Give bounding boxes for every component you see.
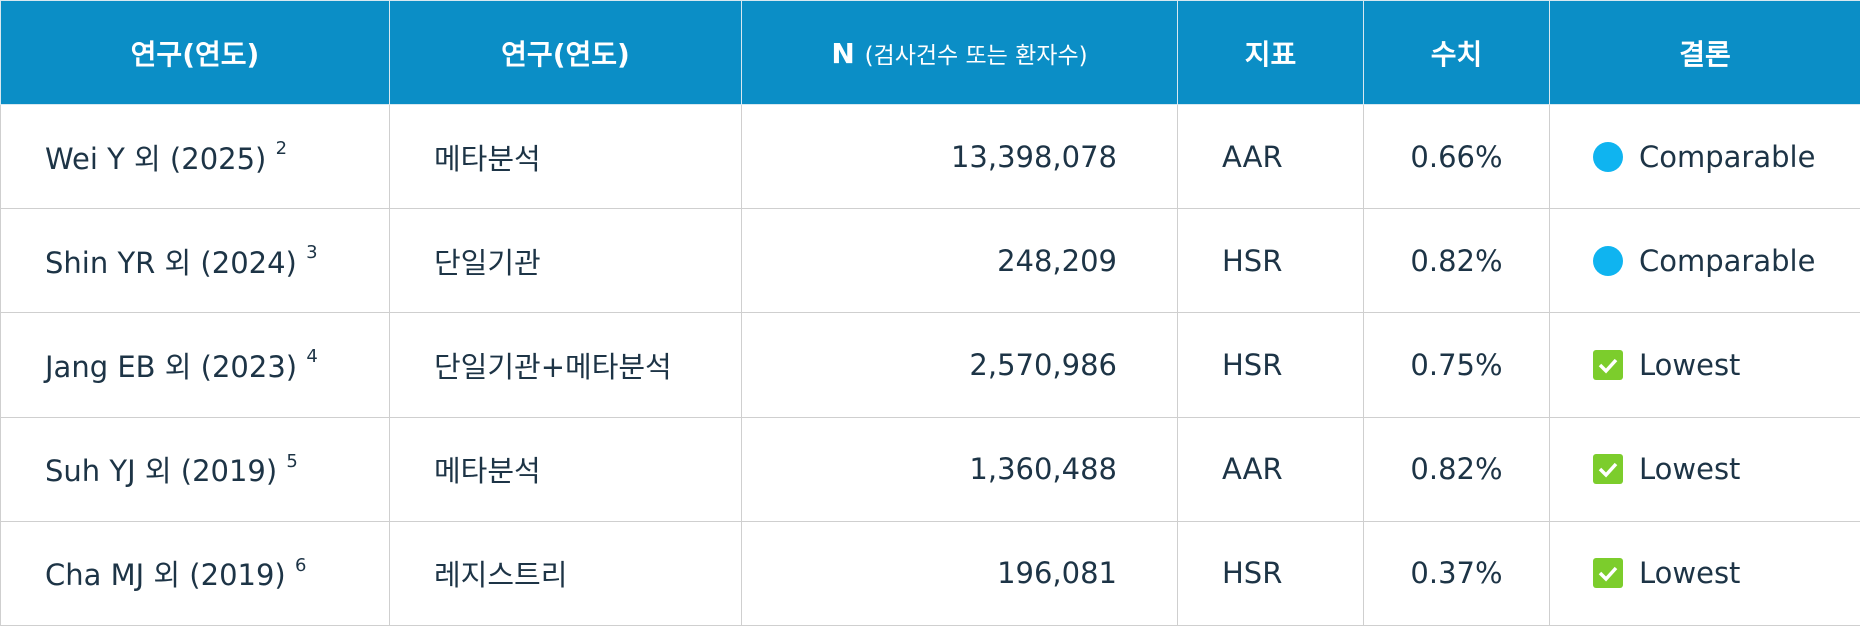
design: 단일기관 (434, 245, 541, 280)
rate: 0.37% (1410, 556, 1503, 591)
result-cell: Comparable (1549, 103, 1860, 210)
result-icon (1593, 245, 1623, 276)
n-value: 2,570,986 (969, 347, 1117, 382)
header-text: 수치 (1430, 37, 1483, 71)
reference: 6 (294, 554, 307, 576)
design-cell: 레지스트리 (389, 520, 742, 626)
n-cell: 196,081 (741, 520, 1178, 626)
study-cell: Suh YJ 외 (2019) 5 (0, 416, 390, 522)
study-cell: Shin YR 외 (2024) 3 (0, 208, 390, 314)
metric-cell: HSR (1177, 312, 1364, 418)
header-text: 연구(연도) (501, 37, 630, 71)
n-cell: 248,209 (741, 208, 1178, 314)
result-cell: Comparable (1549, 208, 1860, 314)
rate-cell: 0.37% (1363, 520, 1550, 626)
result-icon (1593, 141, 1623, 172)
n-cell: 1,360,488 (741, 416, 1178, 522)
result-text: Comparable (1639, 243, 1816, 278)
design-cell: 메타분석 (389, 103, 742, 210)
metric: HSR (1222, 243, 1283, 278)
rate: 0.75% (1410, 347, 1503, 382)
design: 레지스트리 (434, 558, 568, 593)
n-cell: 13,398,078 (741, 103, 1178, 210)
n-value: 13,398,078 (950, 139, 1117, 174)
result: Lowest (1551, 452, 1859, 486)
header-text: 지표 (1244, 37, 1297, 71)
study-name: Jang EB 외 (2023) (45, 349, 298, 384)
reference: 4 (306, 346, 318, 368)
study-name: Suh YJ 외 (2019) (45, 454, 278, 489)
rate: 0.82% (1410, 452, 1503, 487)
rate-cell: 0.75% (1363, 312, 1550, 418)
table-row: Jang EB 외 (2023) 4 단일기관+메타분석 2,570,986 HSR 0… (0, 312, 1860, 418)
table-body: Wei Y 외 (2025) 2 메타분석 13,398,078 AAR 0.66% Co… (0, 103, 1860, 626)
result-text: Lowest (1639, 556, 1741, 591)
study-name: Cha MJ 외 (2019) (45, 558, 286, 593)
header-cell: 연구(연도) (0, 0, 390, 105)
result: Lowest (1551, 348, 1859, 382)
metric: AAR (1222, 452, 1283, 487)
metric-cell: HSR (1177, 208, 1364, 314)
result-icon (1593, 349, 1623, 380)
result-text: Comparable (1639, 139, 1816, 174)
result-cell: Lowest (1549, 520, 1860, 626)
study-cell: Cha MJ 외 (2019) 6 (0, 520, 390, 626)
table-row: Shin YR 외 (2024) 3 단일기관 248,209 HSR 0.82% Com… (0, 208, 1860, 314)
design-cell: 단일기관 (389, 208, 742, 314)
header-text: 연구(연도) (130, 37, 260, 71)
design: 단일기관+메타분석 (434, 349, 672, 384)
design-cell: 메타분석 (389, 416, 742, 522)
table-row: Wei Y 외 (2025) 2 메타분석 13,398,078 AAR 0.66% Co… (0, 103, 1860, 210)
study-name: Shin YR 외 (2024) (45, 245, 297, 280)
result: Comparable (1551, 140, 1859, 174)
rate-cell: 0.82% (1363, 208, 1550, 314)
table-row: Suh YJ 외 (2019) 5 메타분석 1,360,488 AAR 0.82% Lo… (0, 416, 1860, 522)
n-cell: 2,570,986 (741, 312, 1178, 418)
n-value: 196,081 (997, 556, 1117, 591)
reference: 3 (306, 242, 318, 264)
header-cell: 지표 (1177, 0, 1364, 105)
rate-cell: 0.66% (1363, 103, 1550, 210)
rate-cell: 0.82% (1363, 416, 1550, 522)
metric-cell: AAR (1177, 103, 1364, 210)
study-name: Wei Y 외 (2025) (45, 141, 267, 176)
rate: 0.66% (1410, 139, 1503, 174)
header-row: 연구(연도) 연구(연도) N (검사건수 또는 환자수) 지표 수치 결론 (0, 0, 1860, 105)
result-text: Lowest (1639, 452, 1741, 487)
metric: HSR (1222, 347, 1283, 382)
header-cell: 결론 (1549, 0, 1860, 105)
reference: 5 (286, 450, 298, 472)
rate: 0.82% (1410, 243, 1503, 278)
header-sub: (검사건수 또는 환자수) (864, 42, 1088, 69)
metric-cell: HSR (1177, 520, 1364, 626)
design: 메타분석 (434, 454, 541, 489)
design: 메타분석 (434, 141, 541, 176)
study-cell: Jang EB 외 (2023) 4 (0, 312, 390, 418)
header-cell: 연구(연도) (389, 0, 742, 105)
n-value: 1,360,488 (969, 452, 1117, 487)
result-icon (1593, 454, 1623, 485)
design-cell: 단일기관+메타분석 (389, 312, 742, 418)
result-icon (1593, 558, 1623, 589)
reference: 2 (275, 137, 288, 159)
header-cell: 수치 (1363, 0, 1550, 105)
metric: AAR (1222, 139, 1283, 174)
result-cell: Lowest (1549, 312, 1860, 418)
metric-cell: AAR (1177, 416, 1364, 522)
result-text: Lowest (1639, 347, 1741, 382)
study-cell: Wei Y 외 (2025) 2 (0, 103, 390, 210)
metric: HSR (1222, 556, 1283, 591)
header-cell: N (검사건수 또는 환자수) (741, 0, 1178, 105)
result: Comparable (1551, 244, 1859, 278)
header-text: 결론 (1679, 37, 1731, 71)
header-main: N (831, 36, 855, 70)
result-cell: Lowest (1549, 416, 1860, 522)
n-value: 248,209 (997, 243, 1117, 278)
table-row: Cha MJ 외 (2019) 6 레지스트리 196,081 HSR 0.37% Low… (0, 520, 1860, 626)
result: Lowest (1551, 556, 1859, 590)
